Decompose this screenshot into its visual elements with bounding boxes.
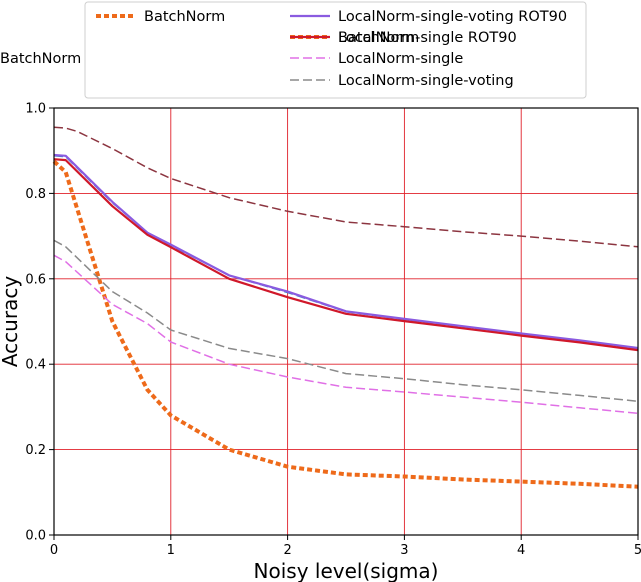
x-tick-label: 2 (283, 543, 291, 558)
series-line-5 (53, 158, 639, 352)
y-tick-label: 0.8 (25, 187, 46, 202)
y-tick-label: 0.0 (25, 529, 46, 544)
y-tick-label: 0.2 (25, 443, 46, 458)
x-tick-label: 3 (400, 543, 408, 558)
y-tick-label: 0.4 (25, 358, 46, 373)
legend-label: BatchNorm (0, 51, 81, 67)
x-axis-label: Noisy level(sigma) (254, 559, 439, 582)
legend-box (84, 1, 587, 99)
legend-label: LocalNorm-single-voting ROT90 (338, 9, 567, 25)
legend-label: BatchNorm (338, 30, 419, 46)
series-lines (52, 126, 639, 489)
axis-ticks: 0 1 2 3 4 5 0.0 0.2 0.4 0.6 0.8 1.0 (25, 102, 641, 559)
legend-label: LocalNorm-single-voting (338, 73, 514, 89)
series-line-4 (53, 153, 639, 350)
y-tick-label: 0.6 (25, 272, 46, 287)
series-line-1 (52, 159, 639, 489)
y-axis-label: Accuracy (0, 276, 22, 367)
grid-lines (53, 107, 639, 536)
legend-label: LocalNorm-single ROT90 (338, 30, 517, 46)
series-line-7 (53, 239, 639, 403)
series-line-2 (53, 126, 639, 248)
series-line-3 (53, 155, 639, 350)
legend-label: LocalNorm-single (338, 51, 463, 67)
plot-frame (53, 107, 639, 536)
y-tick-label: 1.0 (25, 102, 46, 117)
series-line-6 (53, 254, 639, 415)
x-tick-label: 5 (634, 543, 641, 558)
legend: BatchNormBatchNormBatchNormLocalNorm-sin… (0, 1, 587, 99)
x-tick-label: 1 (167, 543, 175, 558)
x-tick-label: 0 (50, 543, 58, 558)
x-tick-label: 4 (517, 543, 525, 558)
legend-label: BatchNorm (144, 9, 225, 25)
